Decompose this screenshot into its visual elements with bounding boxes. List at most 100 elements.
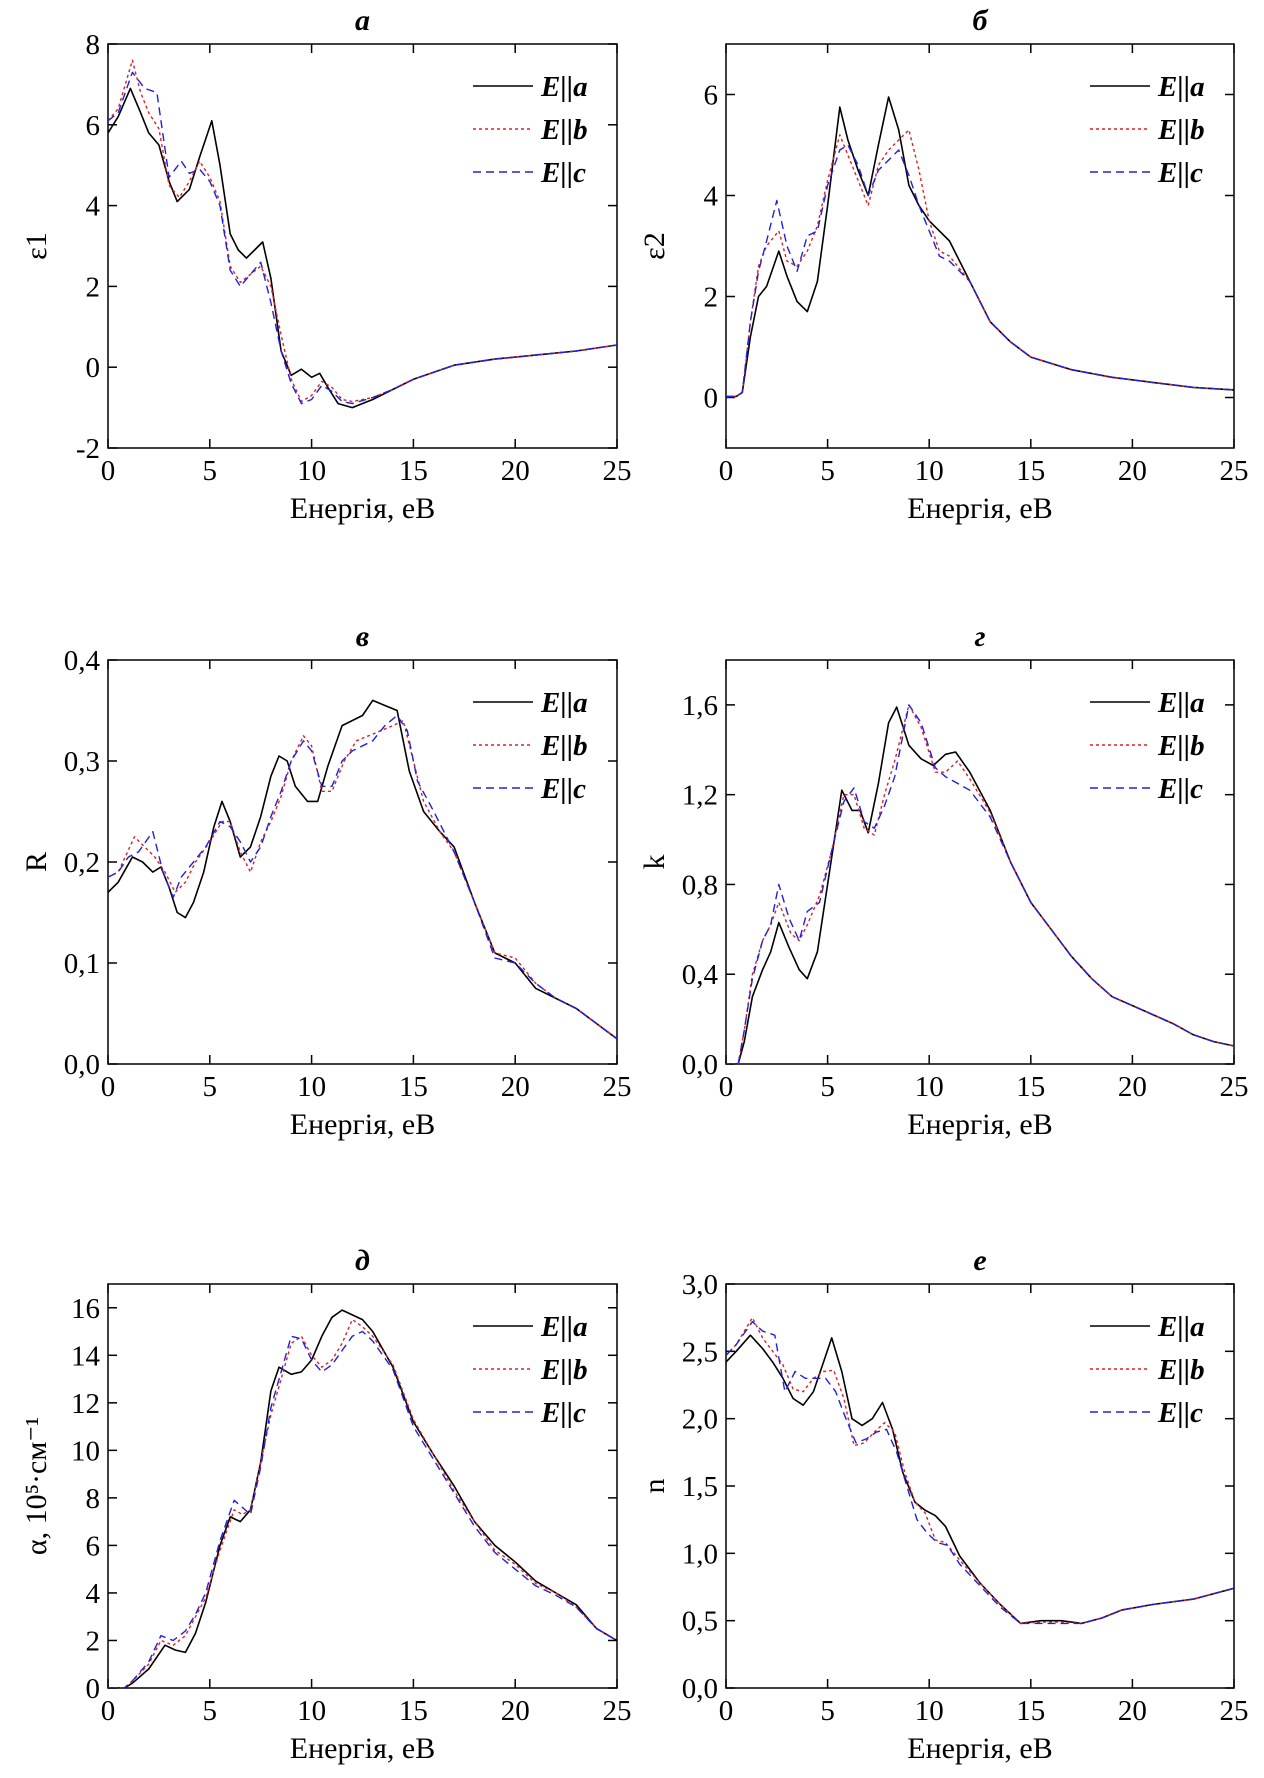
x-tick-label: 25 xyxy=(1220,455,1249,487)
y-tick-label: 2 xyxy=(704,282,719,314)
panel-title: б xyxy=(973,4,989,37)
x-tick-label: 5 xyxy=(820,1071,835,1103)
y-tick-label: 6 xyxy=(86,1530,101,1562)
y-tick-label: 2,0 xyxy=(682,1404,718,1436)
x-tick-label: 15 xyxy=(399,1071,428,1103)
legend-entry: E||c xyxy=(540,157,586,189)
x-tick-label: 0 xyxy=(101,1071,116,1103)
legend-entry: E||a xyxy=(540,687,588,719)
x-axis-label: Енергія, еВ xyxy=(290,492,435,525)
x-tick-label: 10 xyxy=(297,1695,326,1727)
legend-entry: E||b xyxy=(1157,114,1205,146)
x-tick-label: 0 xyxy=(101,455,116,487)
y-tick-label: 1,5 xyxy=(682,1471,718,1503)
series-line-E||a xyxy=(726,1334,1234,1625)
series-line-E||c xyxy=(726,704,1234,1064)
y-tick-label: 1,0 xyxy=(682,1538,718,1570)
y-tick-label: 2 xyxy=(86,271,101,303)
y-tick-label: 0,0 xyxy=(64,1049,100,1081)
legend-entry: E||b xyxy=(540,730,588,762)
series-line-E||b xyxy=(108,719,617,1040)
series-line-E||b xyxy=(108,1318,617,1688)
x-tick-label: 20 xyxy=(501,1071,530,1103)
y-tick-label: 0,0 xyxy=(682,1049,718,1081)
x-tick-label: 15 xyxy=(1016,1695,1045,1727)
y-tick-label: -2 xyxy=(76,433,100,465)
y-tick-label: 4 xyxy=(86,191,101,223)
x-tick-label: 20 xyxy=(1118,1071,1147,1103)
y-tick-label: 3,0 xyxy=(682,1269,718,1301)
y-axis-label: n xyxy=(638,1479,671,1494)
legend-entry: E||b xyxy=(1157,730,1205,762)
legend: E||a E||b E||c xyxy=(473,71,588,189)
y-tick-label: 10 xyxy=(71,1435,100,1467)
series-line-E||c xyxy=(726,144,1234,398)
series-line-E||c xyxy=(108,71,617,405)
y-tick-label: 14 xyxy=(71,1340,101,1372)
legend-entry: E||c xyxy=(1157,1397,1203,1429)
legend-entry: E||a xyxy=(540,71,588,103)
legend-entry: E||a xyxy=(1157,71,1205,103)
x-tick-label: 5 xyxy=(203,1071,218,1103)
x-tick-label: 10 xyxy=(915,1695,944,1727)
legend: E||a E||b E||c xyxy=(1090,71,1205,189)
plot-frame xyxy=(725,43,1235,449)
x-axis-label: Енергія, еВ xyxy=(290,1732,435,1765)
y-tick-label: 6 xyxy=(704,80,719,112)
series-line-E||b xyxy=(108,59,617,403)
x-tick-label: 0 xyxy=(101,1695,116,1727)
series-line-E||b xyxy=(726,1317,1234,1625)
y-tick-label: 8 xyxy=(86,29,101,61)
legend-entry: E||b xyxy=(1157,1354,1205,1386)
legend-entry: E||c xyxy=(540,1397,586,1429)
legend: E||a E||b E||c xyxy=(473,1311,588,1429)
x-tick-label: 15 xyxy=(1016,455,1045,487)
x-tick-label: 0 xyxy=(719,455,734,487)
x-tick-label: 20 xyxy=(1118,455,1147,487)
y-tick-label: 2,5 xyxy=(682,1336,718,1368)
y-axis-label: R xyxy=(20,852,53,872)
y-axis-label: ε1 xyxy=(20,232,53,260)
y-tick-label: 6 xyxy=(86,110,101,142)
panel-title: г xyxy=(974,620,985,653)
x-tick-label: 5 xyxy=(203,1695,218,1727)
plot-frame xyxy=(107,659,618,1065)
panel-title: в xyxy=(356,620,369,653)
y-tick-label: 4 xyxy=(704,181,719,213)
panel-b: б 0 5 10 15 20 25 0 2 4 6 Енергія, еВ ε2 E||a E||b E||c xyxy=(638,4,1249,525)
x-tick-label: 20 xyxy=(501,455,530,487)
x-tick-label: 20 xyxy=(1118,1695,1147,1727)
y-tick-label: 8 xyxy=(86,1483,101,1515)
y-tick-label: 0 xyxy=(86,352,101,384)
x-tick-label: 0 xyxy=(719,1695,734,1727)
legend: E||a E||b E||c xyxy=(473,687,588,805)
x-tick-label: 25 xyxy=(603,1695,632,1727)
legend: E||a E||b E||c xyxy=(1090,1311,1205,1429)
x-tick-label: 10 xyxy=(297,1071,326,1103)
x-tick-label: 10 xyxy=(915,455,944,487)
legend-entry: E||b xyxy=(540,1354,588,1386)
y-tick-label: 0,5 xyxy=(682,1606,718,1638)
legend-entry: E||b xyxy=(540,114,588,146)
y-tick-label: 0,4 xyxy=(64,645,101,677)
panel-title: е xyxy=(973,1244,986,1277)
legend-entry: E||a xyxy=(1157,687,1205,719)
plot-frame xyxy=(107,1283,618,1689)
legend-entry: E||a xyxy=(1157,1311,1205,1343)
panel-e: д 0 5 10 15 20 25 0 2 4 6 8 10 12 14 16 Енергія, еВ α, 10… xyxy=(20,1244,632,1765)
legend: E||a E||b E||c xyxy=(1090,687,1205,805)
x-axis-label: Енергія, еВ xyxy=(907,1732,1052,1765)
y-tick-label: 0 xyxy=(86,1673,101,1705)
panel-c: в 0 5 10 15 20 25 0,0 0,1 0,2 0,3 0,4 Енергія, еВ R E|… xyxy=(20,620,632,1141)
y-tick-label: 0,3 xyxy=(64,746,100,778)
y-axis-label: α, 10⁵·см⁻¹ xyxy=(20,1417,53,1555)
y-tick-label: 1,6 xyxy=(682,690,718,722)
x-tick-label: 0 xyxy=(719,1071,734,1103)
plot-frame xyxy=(107,43,618,449)
x-axis-label: Енергія, еВ xyxy=(907,492,1052,525)
plot-frame xyxy=(725,659,1235,1065)
series-line-E||c xyxy=(726,1321,1234,1625)
x-tick-label: 5 xyxy=(203,455,218,487)
